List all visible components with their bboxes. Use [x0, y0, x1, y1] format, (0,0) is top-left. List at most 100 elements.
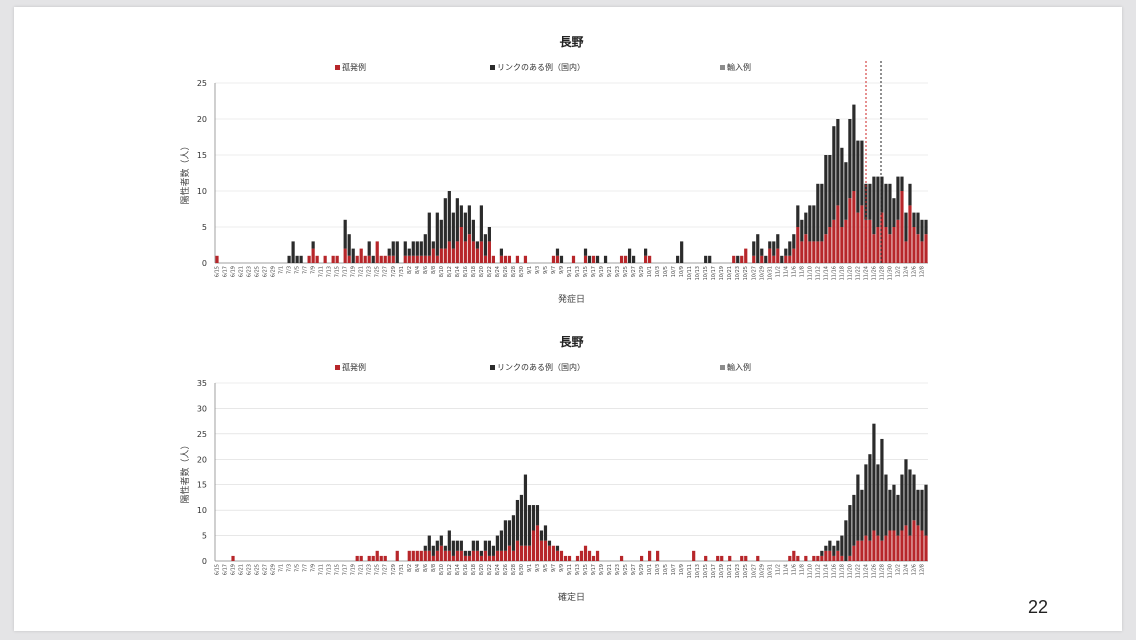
legend-swatch-2 — [490, 65, 495, 70]
bar-sporadic — [583, 545, 588, 561]
bar-linked — [291, 241, 295, 263]
bar-sporadic — [451, 248, 455, 263]
x-tick-label: 8/26 — [503, 564, 509, 575]
x-tick-label: 10/19 — [719, 266, 725, 280]
bar-sporadic — [403, 255, 407, 263]
x-tick-label: 10/31 — [767, 266, 773, 280]
bar-sporadic — [435, 255, 439, 263]
y-tick-label: 30 — [197, 404, 207, 413]
x-tick-label: 6/19 — [231, 266, 237, 277]
x-tick-label: 7/11 — [319, 564, 325, 575]
x-tick-label: 6/29 — [271, 266, 277, 277]
bar-sporadic — [896, 219, 900, 263]
bar-sporadic — [231, 555, 235, 561]
bar-sporadic — [431, 248, 435, 263]
bars — [215, 104, 928, 263]
x-tick-label: 11/14 — [823, 564, 829, 578]
x-tick-label: 10/5 — [663, 266, 669, 277]
bar-linked — [443, 545, 447, 551]
x-tick-label: 9/3 — [535, 564, 541, 572]
bar-sporadic — [431, 555, 435, 561]
bar-sporadic — [832, 555, 836, 561]
x-tick-label: 9/27 — [631, 564, 637, 575]
bar-linked — [427, 212, 431, 256]
bar-linked — [840, 535, 844, 556]
x-tick-label: 10/9 — [679, 564, 685, 575]
x-tick-label: 7/21 — [359, 564, 365, 575]
bar-sporadic — [371, 555, 375, 561]
bar-sporadic — [876, 227, 880, 263]
bar-sporadic — [383, 255, 387, 263]
x-tick-label: 8/22 — [487, 266, 493, 277]
x-tick-label: 9/13 — [575, 266, 581, 277]
bar-sporadic — [916, 525, 920, 561]
bar-linked — [347, 234, 351, 256]
bar-sporadic — [804, 234, 808, 263]
bar-sporadic — [848, 555, 852, 561]
x-tick-label: 7/7 — [303, 564, 309, 572]
bar-linked — [431, 545, 435, 556]
bar-sporadic — [467, 234, 471, 263]
bar-sporadic — [439, 545, 443, 561]
bar-sporadic — [563, 555, 568, 561]
x-tick-label: 10/17 — [711, 266, 717, 280]
bar-sporadic — [820, 241, 824, 263]
bar-sporadic — [307, 255, 311, 263]
x-tick-label: 7/29 — [391, 266, 397, 277]
x-tick-label: 12/6 — [911, 564, 917, 575]
bar-sporadic — [459, 227, 463, 263]
x-tick-label: 7/23 — [367, 564, 373, 575]
bar-linked — [916, 212, 920, 235]
bar-sporadic — [872, 530, 876, 561]
bar-sporadic — [884, 535, 888, 561]
bar-sporadic — [800, 241, 804, 263]
bar-sporadic — [335, 255, 339, 263]
x-tick-label: 7/21 — [359, 266, 365, 277]
bar-linked — [431, 241, 435, 249]
bar-linked — [395, 241, 399, 263]
bar-linked — [908, 469, 912, 536]
x-tick-label: 6/25 — [255, 564, 261, 575]
bar-linked — [896, 494, 900, 536]
bar-linked — [780, 255, 784, 263]
bar-linked — [924, 484, 928, 536]
y-tick-label: 10 — [197, 506, 207, 515]
bar-linked — [603, 255, 608, 263]
x-tick-label: 11/4 — [783, 564, 789, 575]
bar-sporadic — [555, 550, 560, 561]
y-tick-label: 35 — [197, 379, 207, 388]
bar-sporadic — [375, 241, 379, 263]
bar-sporadic — [812, 555, 816, 561]
x-tick-label: 6/21 — [239, 266, 245, 277]
x-tick-label: 7/11 — [319, 266, 325, 277]
bar-linked — [708, 255, 712, 263]
bar-linked — [447, 530, 451, 551]
bar-linked — [519, 494, 524, 546]
bar-linked — [912, 212, 916, 227]
bar-linked — [459, 540, 463, 551]
bar-sporadic — [311, 248, 315, 263]
bar-sporadic — [575, 555, 580, 561]
bar-sporadic — [359, 555, 363, 561]
x-tick-label: 9/5 — [543, 564, 549, 572]
x-tick-label: 7/27 — [383, 266, 389, 277]
bar-linked — [644, 248, 648, 256]
bar-sporadic — [487, 555, 491, 561]
bar-sporadic — [551, 255, 556, 263]
x-tick-label: 11/26 — [871, 564, 877, 578]
bar-linked — [583, 248, 588, 256]
bar-sporadic — [407, 255, 411, 263]
bar-linked — [299, 255, 303, 263]
bar-sporadic — [419, 255, 423, 263]
bar-linked — [808, 205, 812, 242]
x-tick-label: 10/13 — [695, 266, 701, 280]
bar-linked — [888, 489, 892, 531]
x-tick-label: 10/17 — [711, 564, 717, 578]
x-tick-label: 9/27 — [631, 266, 637, 277]
x-tick-label: 7/29 — [391, 564, 397, 575]
legend-swatch-1 — [335, 65, 340, 70]
bar-linked — [892, 484, 896, 531]
x-tick-label: 7/15 — [335, 564, 341, 575]
x-tick-label: 11/10 — [807, 266, 813, 280]
bar-sporadic — [824, 234, 828, 263]
